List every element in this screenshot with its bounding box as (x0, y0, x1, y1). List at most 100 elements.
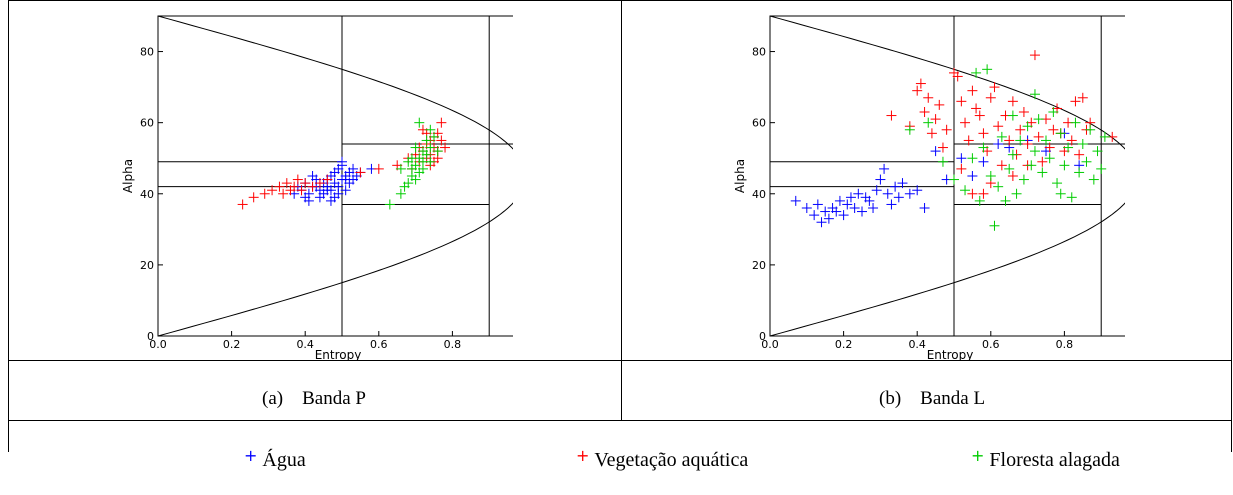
feasibility-curve (157, 15, 513, 337)
data-point (890, 181, 901, 192)
y-tick-label: 20 (140, 259, 154, 272)
data-point (960, 185, 971, 196)
data-point (978, 188, 989, 199)
data-point (1077, 92, 1088, 103)
data-point (355, 167, 366, 178)
data-point (440, 142, 451, 153)
legend-item-vegetacao: + Vegetação aquática (556, 426, 748, 495)
data-point (1007, 149, 1018, 160)
data-point (879, 163, 890, 174)
data-point (937, 156, 948, 167)
data-point (897, 178, 908, 189)
y-tick-label: 40 (140, 188, 154, 201)
data-point (237, 199, 248, 210)
chart-svg: 0.00.20.40.60.81.0020406080EntropyAlpha (733, 15, 1125, 360)
x-tick-label: 0.4 (908, 338, 926, 351)
y-tick-label: 20 (752, 259, 766, 272)
data-point (1018, 107, 1029, 117)
table-border-left (8, 0, 9, 452)
data-point (812, 199, 823, 210)
data-point (278, 188, 289, 199)
data-point (425, 124, 436, 135)
data-point (1052, 178, 1063, 189)
caption-a-letter: (a) (262, 388, 284, 409)
data-point (912, 85, 923, 96)
data-point (809, 210, 820, 221)
data-point (395, 163, 406, 174)
caption-a: (a) Banda P (243, 366, 366, 432)
data-point (923, 92, 934, 103)
data-point (406, 153, 417, 164)
data-point (384, 199, 395, 210)
y-tick-label: 0 (759, 330, 766, 343)
x-tick-label: 0.0 (761, 338, 779, 351)
data-point (1026, 160, 1037, 171)
data-point (340, 174, 351, 185)
data-point (1037, 167, 1048, 178)
table-row-divider-captions (8, 360, 1232, 361)
data-point (930, 114, 941, 125)
data-point (834, 195, 845, 206)
data-point (425, 156, 436, 167)
data-point (1048, 124, 1059, 135)
data-point (956, 96, 967, 107)
data-point (325, 195, 336, 206)
data-point (1015, 135, 1026, 146)
data-point (926, 128, 937, 139)
x-tick-label: 0.8 (444, 338, 462, 351)
data-point (996, 160, 1007, 171)
y-tick-label: 60 (140, 117, 154, 130)
data-point (930, 146, 941, 157)
data-point (868, 203, 879, 213)
data-point (956, 153, 967, 164)
data-point (417, 163, 428, 174)
data-point (949, 174, 959, 185)
data-point (340, 185, 351, 196)
data-point (267, 185, 278, 196)
data-point (967, 171, 978, 181)
data-point (1066, 135, 1077, 146)
table-row-divider-legend (8, 420, 1232, 421)
x-tick-label: 0.8 (1056, 338, 1074, 351)
data-point (845, 192, 856, 203)
data-point (985, 92, 996, 103)
legend-label-floresta: Floresta alagada (989, 449, 1120, 471)
data-point (1007, 96, 1018, 107)
data-point (993, 139, 1004, 149)
data-point (307, 171, 318, 181)
data-point (414, 117, 425, 128)
x-axis-label: Entropy (315, 348, 362, 360)
caption-b: (b) Banda L (860, 366, 985, 432)
data-point (425, 142, 436, 153)
legend-item-floresta: + Floresta alagada (951, 426, 1120, 495)
data-point (348, 163, 359, 174)
data-point (1044, 142, 1055, 153)
data-point (864, 195, 875, 206)
data-point (333, 188, 344, 199)
data-point (875, 174, 886, 185)
data-point (820, 206, 831, 217)
data-point (1033, 114, 1044, 125)
data-point (993, 181, 1004, 192)
data-point (314, 192, 325, 203)
data-point (1044, 153, 1055, 164)
data-point (1007, 171, 1018, 181)
data-point (842, 199, 853, 210)
data-point (967, 153, 978, 164)
data-point (1096, 163, 1107, 174)
data-point (971, 67, 982, 78)
data-point (1074, 149, 1085, 160)
data-point (871, 185, 882, 196)
data-point (421, 149, 432, 160)
data-point (1004, 163, 1015, 174)
legend-marker-agua: + (244, 446, 258, 465)
data-point (882, 188, 893, 199)
y-tick-label: 80 (140, 46, 154, 59)
data-point (1018, 174, 1029, 185)
data-point (1007, 110, 1018, 121)
x-tick-label: 0.2 (835, 338, 853, 351)
data-point (1041, 135, 1051, 146)
caption-b-text: Banda L (920, 388, 986, 409)
data-point (919, 203, 930, 213)
data-point (300, 192, 311, 203)
